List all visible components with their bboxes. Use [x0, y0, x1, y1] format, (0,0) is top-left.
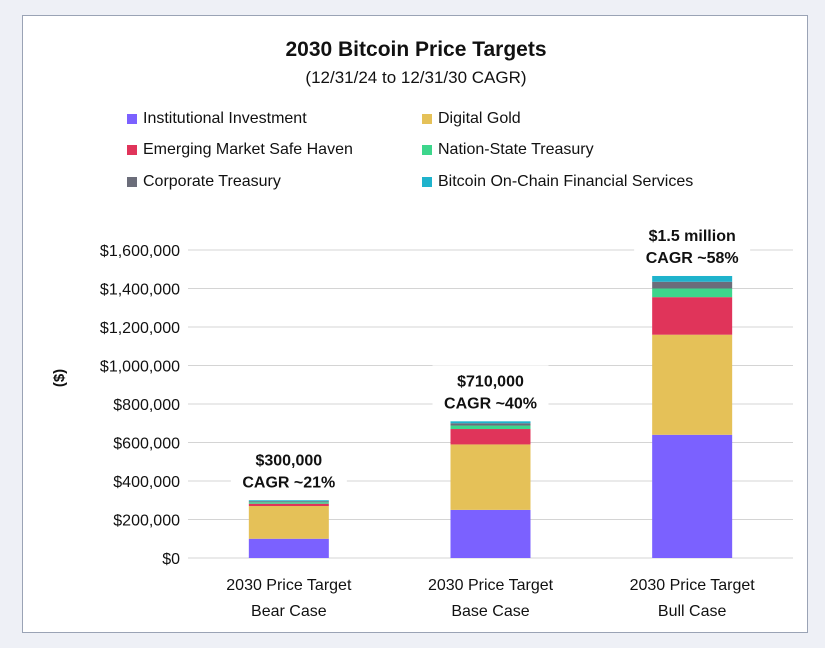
bar-segment	[450, 509, 531, 558]
legend-label: Emerging Market Safe Haven	[143, 141, 353, 158]
y-tick-label: $0	[162, 551, 180, 568]
y-tick-label: $1,600,000	[100, 243, 180, 260]
bar-segment	[450, 423, 531, 426]
x-tick-label-line1: 2030 Price Target	[226, 577, 352, 594]
annotation-price: $710,000	[457, 373, 524, 390]
legend-swatch	[422, 145, 432, 155]
annotation-cagr: CAGR ~58%	[646, 250, 739, 267]
y-tick-label: $200,000	[113, 513, 180, 530]
bar-segment	[248, 501, 329, 503]
chart-subtitle: (12/31/24 to 12/31/30 CAGR)	[305, 68, 527, 87]
bar-segment	[450, 429, 531, 445]
legend-label: Digital Gold	[438, 110, 521, 127]
bar-segment	[248, 506, 329, 539]
y-tick-label: $800,000	[113, 397, 180, 414]
annotation-cagr: CAGR ~40%	[444, 395, 537, 412]
chart-title: 2030 Bitcoin Price Targets	[285, 38, 547, 61]
legend-item-emerging-market-safe-haven: Emerging Market Safe Haven	[127, 141, 353, 159]
legend-item-bitcoin-on-chain-financial-services: Bitcoin On-Chain Financial Services	[422, 173, 693, 191]
y-tick-label: $1,200,000	[100, 320, 180, 337]
legend-label: Bitcoin On-Chain Financial Services	[438, 173, 694, 190]
legend-item-institutional-investment: Institutional Investment	[127, 110, 307, 128]
annotation-backdrop	[230, 444, 347, 495]
annotation-price: $1.5 million	[649, 228, 736, 245]
bar-segment	[450, 421, 531, 424]
x-tick-label-line1: 2030 Price Target	[630, 577, 756, 594]
legend-item-corporate-treasury: Corporate Treasury	[127, 173, 281, 191]
legend-swatch	[127, 114, 137, 124]
y-tick-label: $600,000	[113, 436, 180, 453]
legend-swatch	[422, 114, 432, 124]
bar-segment	[652, 334, 733, 435]
x-tick-label-line2: Bear Case	[251, 603, 327, 620]
bar-segment	[652, 288, 733, 298]
y-tick-label: $1,000,000	[100, 359, 180, 376]
annotation-backdrop	[634, 219, 751, 270]
bar-segment	[248, 538, 329, 558]
x-tick-label-line2: Base Case	[451, 603, 529, 620]
legend-label: Nation-State Treasury	[438, 141, 594, 158]
plot-area: $0 $200,000 $400,000 $600,000 $800,000 $1,000…	[100, 219, 793, 620]
legend-item-digital-gold: Digital Gold	[422, 110, 521, 128]
legend-label: Institutional Investment	[143, 110, 307, 127]
x-tick-label-line2: Bull Case	[658, 603, 727, 620]
y-tick-label: $400,000	[113, 474, 180, 491]
legend-swatch	[422, 177, 432, 187]
bar-segment	[652, 281, 733, 289]
annotation-backdrop	[432, 365, 549, 416]
annotation-price: $300,000	[255, 452, 322, 469]
legend-label: Corporate Treasury	[143, 173, 281, 190]
y-tick-label: $1,400,000	[100, 282, 180, 299]
legend-item-nation-state-treasury: Nation-State Treasury	[422, 141, 594, 159]
bar-segment	[450, 425, 531, 430]
x-tick-label-line1: 2030 Price Target	[428, 577, 554, 594]
bar-segment	[450, 444, 531, 510]
bar-segment	[652, 434, 733, 558]
legend-swatch	[127, 145, 137, 155]
bar-segment	[248, 503, 329, 507]
bar-segment	[248, 502, 329, 504]
legend-swatch	[127, 177, 137, 187]
chart-frame: 2030 Bitcoin Price Targets (12/31/24 to …	[22, 15, 808, 633]
bar-segment	[248, 500, 329, 502]
bar-segment	[652, 275, 733, 282]
annotation-cagr: CAGR ~21%	[242, 474, 335, 491]
bar-segment	[652, 297, 733, 335]
